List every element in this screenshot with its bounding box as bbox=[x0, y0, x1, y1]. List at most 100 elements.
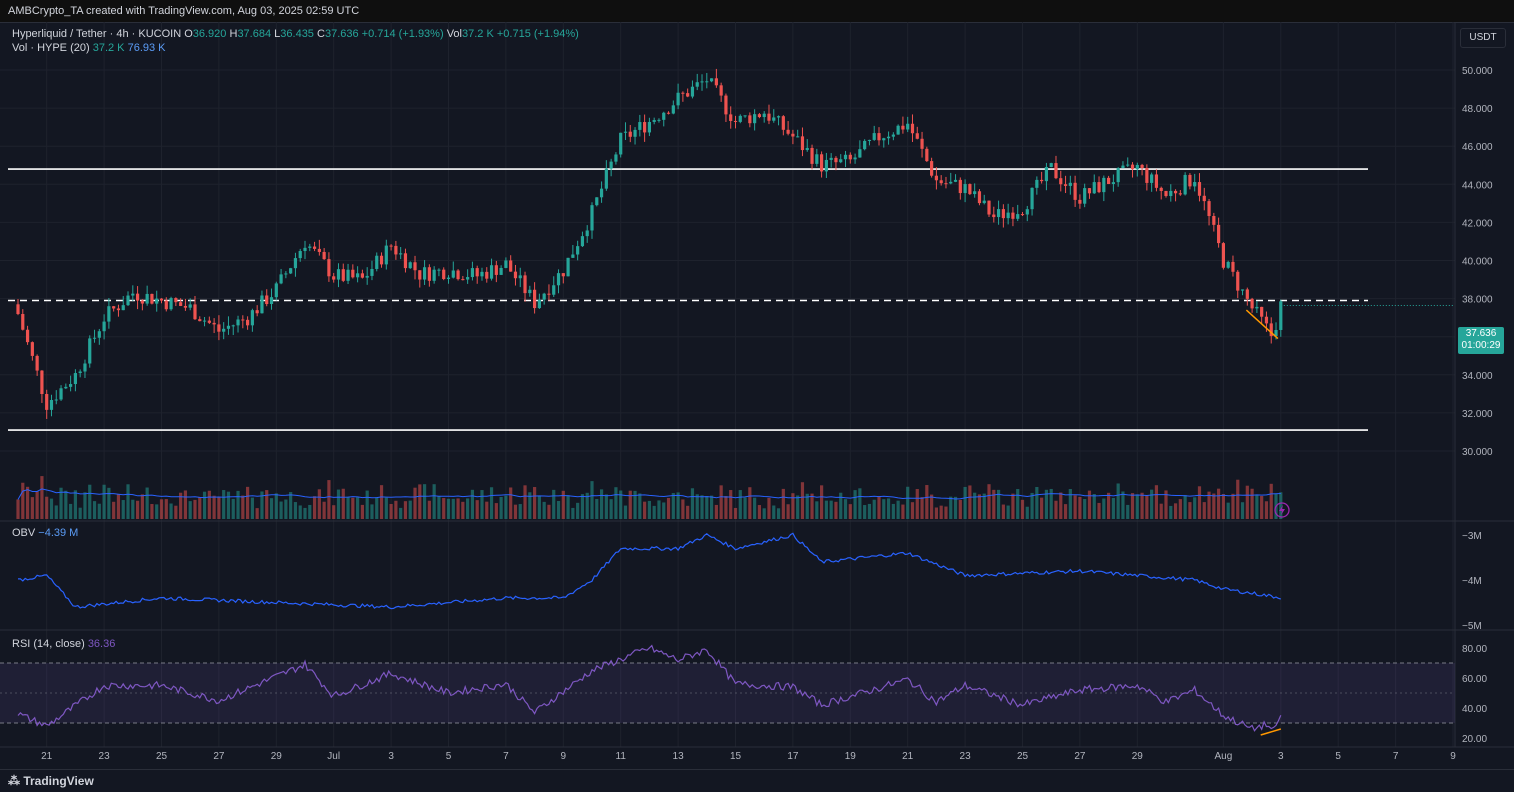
candle-body bbox=[370, 268, 374, 276]
candle-body bbox=[977, 191, 982, 204]
volume-bar bbox=[853, 490, 857, 519]
candle-body bbox=[633, 129, 637, 137]
volume-bar bbox=[69, 503, 73, 519]
close-label: C bbox=[317, 28, 325, 40]
candle-body bbox=[877, 133, 881, 141]
candle-body bbox=[1063, 184, 1068, 186]
volume-bar bbox=[222, 490, 226, 519]
volume-bar bbox=[293, 502, 298, 519]
volume-bar bbox=[944, 506, 948, 519]
time-tick-label: 11 bbox=[616, 751, 627, 762]
rsi-label[interactable]: RSI (14, close) bbox=[12, 638, 85, 650]
price-axis-ticks[interactable]: 50.000 48.000 46.000 44.000 42.000 40.000 38.0… bbox=[1462, 66, 1493, 458]
horizontal-levels[interactable] bbox=[8, 168, 1368, 431]
volume-bar bbox=[1035, 487, 1039, 519]
time-tick-label: 9 bbox=[1450, 751, 1456, 762]
volume-bar bbox=[820, 485, 824, 519]
candle-body bbox=[1097, 182, 1101, 193]
candle-body bbox=[73, 373, 77, 385]
candle-body bbox=[1073, 182, 1077, 200]
candle-body bbox=[1260, 306, 1264, 317]
replay-lightning-icon[interactable] bbox=[1274, 502, 1290, 518]
candle-body bbox=[121, 305, 125, 311]
candle-body bbox=[437, 269, 441, 271]
candle-body bbox=[30, 342, 34, 356]
candle-body bbox=[198, 319, 202, 322]
volume-bar bbox=[422, 484, 427, 519]
candle-body bbox=[456, 270, 460, 280]
candle-body bbox=[910, 123, 915, 134]
volume-indicator-label[interactable]: Vol · HYPE (20) bbox=[12, 42, 90, 54]
open-label: O bbox=[184, 28, 193, 40]
volume-bar bbox=[92, 501, 97, 519]
volume-bar bbox=[437, 496, 441, 519]
volume-bar bbox=[346, 496, 350, 519]
volume-bar bbox=[700, 495, 704, 519]
candle-body bbox=[537, 299, 541, 309]
volume-bar bbox=[1264, 501, 1269, 519]
volume-bar bbox=[872, 499, 876, 519]
candle-body bbox=[408, 262, 412, 269]
price-tick-label: 34.000 bbox=[1462, 371, 1493, 382]
volume-bar bbox=[958, 499, 962, 519]
time-axis-ticks[interactable]: 21 23 25 27 29 Jul 3 5 7 9 11 13 15 17 19 21 23 25 27 29 Aug… bbox=[41, 751, 1456, 762]
volume-bar bbox=[915, 489, 919, 519]
candle-body bbox=[1164, 190, 1168, 197]
price-tick-label: 46.000 bbox=[1462, 142, 1493, 153]
volume-bar bbox=[1107, 492, 1111, 519]
candle-body bbox=[78, 371, 82, 374]
vol-label: Vol bbox=[446, 28, 462, 40]
symbol-label[interactable]: Hyperliquid / Tether · 4h · KUCOIN bbox=[12, 28, 182, 40]
volume-bar bbox=[21, 482, 25, 519]
time-tick-label: 7 bbox=[1393, 751, 1399, 762]
volume-bar bbox=[1111, 497, 1115, 519]
obv-value: −4.39 M bbox=[38, 527, 79, 539]
candle-body bbox=[820, 154, 824, 172]
volume-bar bbox=[585, 492, 589, 519]
currency-button[interactable]: USDT bbox=[1460, 28, 1506, 48]
candle-body bbox=[1016, 214, 1020, 219]
tradingview-logo[interactable]: ⁂ TradingView bbox=[8, 774, 94, 788]
candle-body bbox=[1226, 261, 1230, 268]
candle-body bbox=[1126, 164, 1130, 166]
candle-body bbox=[236, 319, 240, 326]
candle-body bbox=[1049, 163, 1053, 167]
rsi-trendline-annotation[interactable] bbox=[1260, 728, 1282, 736]
candle-body bbox=[451, 270, 455, 278]
volume-bar bbox=[83, 492, 87, 519]
volume-bar bbox=[786, 504, 790, 519]
candle-body bbox=[1107, 177, 1111, 184]
candle-body bbox=[432, 269, 436, 281]
chart-canvas[interactable]: 50.000 48.000 46.000 44.000 42.000 40.000 38.0… bbox=[0, 22, 1514, 769]
volume-bar bbox=[16, 499, 20, 519]
candle-body bbox=[69, 384, 73, 387]
volume-bar bbox=[748, 487, 752, 519]
volume-bar bbox=[753, 497, 757, 519]
candle-body bbox=[1140, 164, 1144, 168]
volume-bar bbox=[1116, 483, 1120, 519]
candle-body bbox=[102, 321, 106, 332]
candle-body bbox=[140, 300, 144, 304]
volume-bar bbox=[1159, 503, 1163, 519]
volume-bar bbox=[1207, 491, 1211, 519]
volume-bar bbox=[776, 508, 781, 519]
volume-bar bbox=[73, 490, 77, 519]
obv-label[interactable]: OBV bbox=[12, 527, 36, 539]
candle-body bbox=[609, 161, 613, 169]
volume-bar bbox=[920, 497, 924, 519]
volume-bar bbox=[824, 500, 828, 519]
volume-bar bbox=[652, 505, 656, 519]
volume-bar bbox=[867, 503, 872, 519]
volume-bar bbox=[580, 494, 585, 519]
volume-bar bbox=[1150, 489, 1154, 519]
volume-bar bbox=[724, 496, 728, 519]
candle-body bbox=[351, 269, 355, 278]
candle-body bbox=[399, 253, 403, 255]
candle-body bbox=[489, 265, 494, 279]
volume-bar bbox=[193, 499, 197, 519]
candle-body bbox=[513, 271, 518, 279]
candle-body bbox=[853, 157, 857, 160]
candle-body bbox=[1116, 168, 1120, 183]
price-trendline-annotation[interactable] bbox=[1245, 309, 1279, 340]
volume-bar bbox=[1193, 497, 1197, 519]
